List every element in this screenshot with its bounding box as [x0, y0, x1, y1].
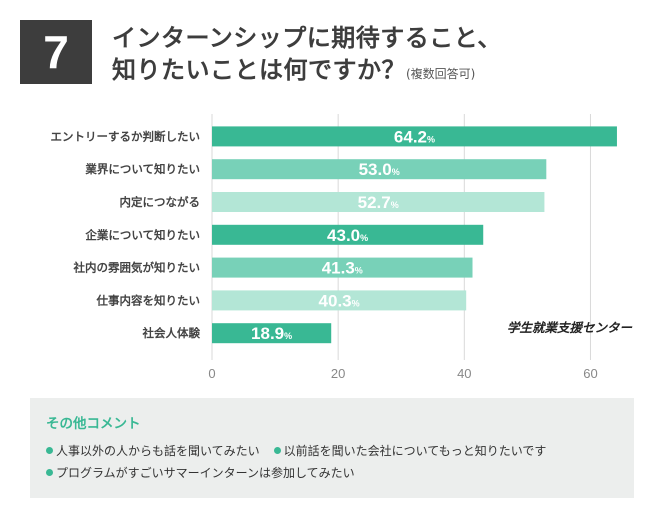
title-note: (複数回答可)	[406, 67, 476, 81]
question-number-badge: 7	[20, 20, 92, 84]
value-label: 53.0%	[359, 160, 400, 179]
category-label: 仕事内容を知りたい	[96, 293, 201, 307]
bar	[212, 224, 484, 245]
x-tick-label: 20	[331, 366, 345, 381]
value-unit: %	[392, 167, 400, 177]
comment-item: プログラムがすごいサマーインターンは参加してみたい	[46, 464, 355, 482]
bar	[212, 290, 467, 311]
title-line-2: 知りたいことは何ですか？(複数回答可)	[112, 54, 632, 90]
x-tick-label: 60	[583, 366, 597, 381]
bar	[212, 159, 547, 180]
bullet-dot-icon	[273, 447, 281, 454]
comment-text: プログラムがすごいサマーインターンは参加してみたい	[56, 466, 355, 480]
source-annotation: 学生就業支援センター	[507, 320, 633, 335]
title-line-1: インターンシップに期待すること、	[112, 24, 502, 52]
value-label: 43.0%	[327, 226, 368, 245]
value-unit: %	[355, 266, 363, 276]
bar-chart: 0 20 40 60 エントリーするか判断したい 64.2% 業界について知りたい 53.0%…	[51, 114, 633, 381]
bar	[212, 323, 332, 344]
comments-row-1: 人事以外の人からも話を聞いてみたい 以前話を聞いた会社についてもっと知りたいです	[46, 442, 618, 460]
other-comments-panel: その他コメント 人事以外の人からも話を聞いてみたい 以前話を聞いた会社についても…	[30, 398, 634, 498]
comments-row-2: プログラムがすごいサマーインターンは参加してみたい	[46, 464, 618, 482]
comment-item: 以前話を聞いた会社についてもっと知りたいです	[273, 442, 547, 460]
value-label: 52.7%	[358, 193, 399, 212]
category-label: 業界について知りたい	[84, 162, 200, 176]
comments-title: その他コメント	[46, 416, 141, 432]
x-tick-label: 0	[208, 366, 215, 381]
bullet-dot-icon	[46, 469, 53, 476]
value-label: 41.3%	[322, 259, 363, 278]
x-tick-label: 40	[457, 366, 471, 381]
value-unit: %	[352, 298, 360, 308]
value-unit: %	[427, 134, 435, 144]
value-unit: %	[391, 200, 399, 210]
value-unit: %	[360, 233, 368, 243]
category-label: 社内の雰囲気が知りたい	[73, 261, 201, 275]
bar	[212, 126, 617, 147]
bar	[212, 192, 545, 212]
title-line-2-text: 知りたいことは何ですか？	[112, 56, 406, 84]
bar	[212, 257, 473, 278]
value-label: 40.3%	[319, 291, 360, 310]
category-label: 企業について知りたい	[84, 228, 200, 242]
bullet-dot-icon	[46, 447, 53, 454]
category-label: 社会人体験	[142, 326, 201, 340]
value-label: 18.9%	[251, 324, 292, 343]
comment-item: 人事以外の人からも話を聞いてみたい	[46, 442, 260, 460]
value-label: 64.2%	[394, 127, 435, 146]
category-label: エントリーするか判断したい	[51, 129, 201, 143]
category-label: 内定につながる	[120, 195, 201, 209]
value-unit: %	[284, 331, 292, 341]
comment-text: 人事以外の人からも話を聞いてみたい	[56, 444, 260, 458]
comment-text: 以前話を聞いた会社についてもっと知りたいです	[283, 444, 547, 458]
page-title: インターンシップに期待すること、 知りたいことは何ですか？(複数回答可)	[112, 22, 632, 90]
